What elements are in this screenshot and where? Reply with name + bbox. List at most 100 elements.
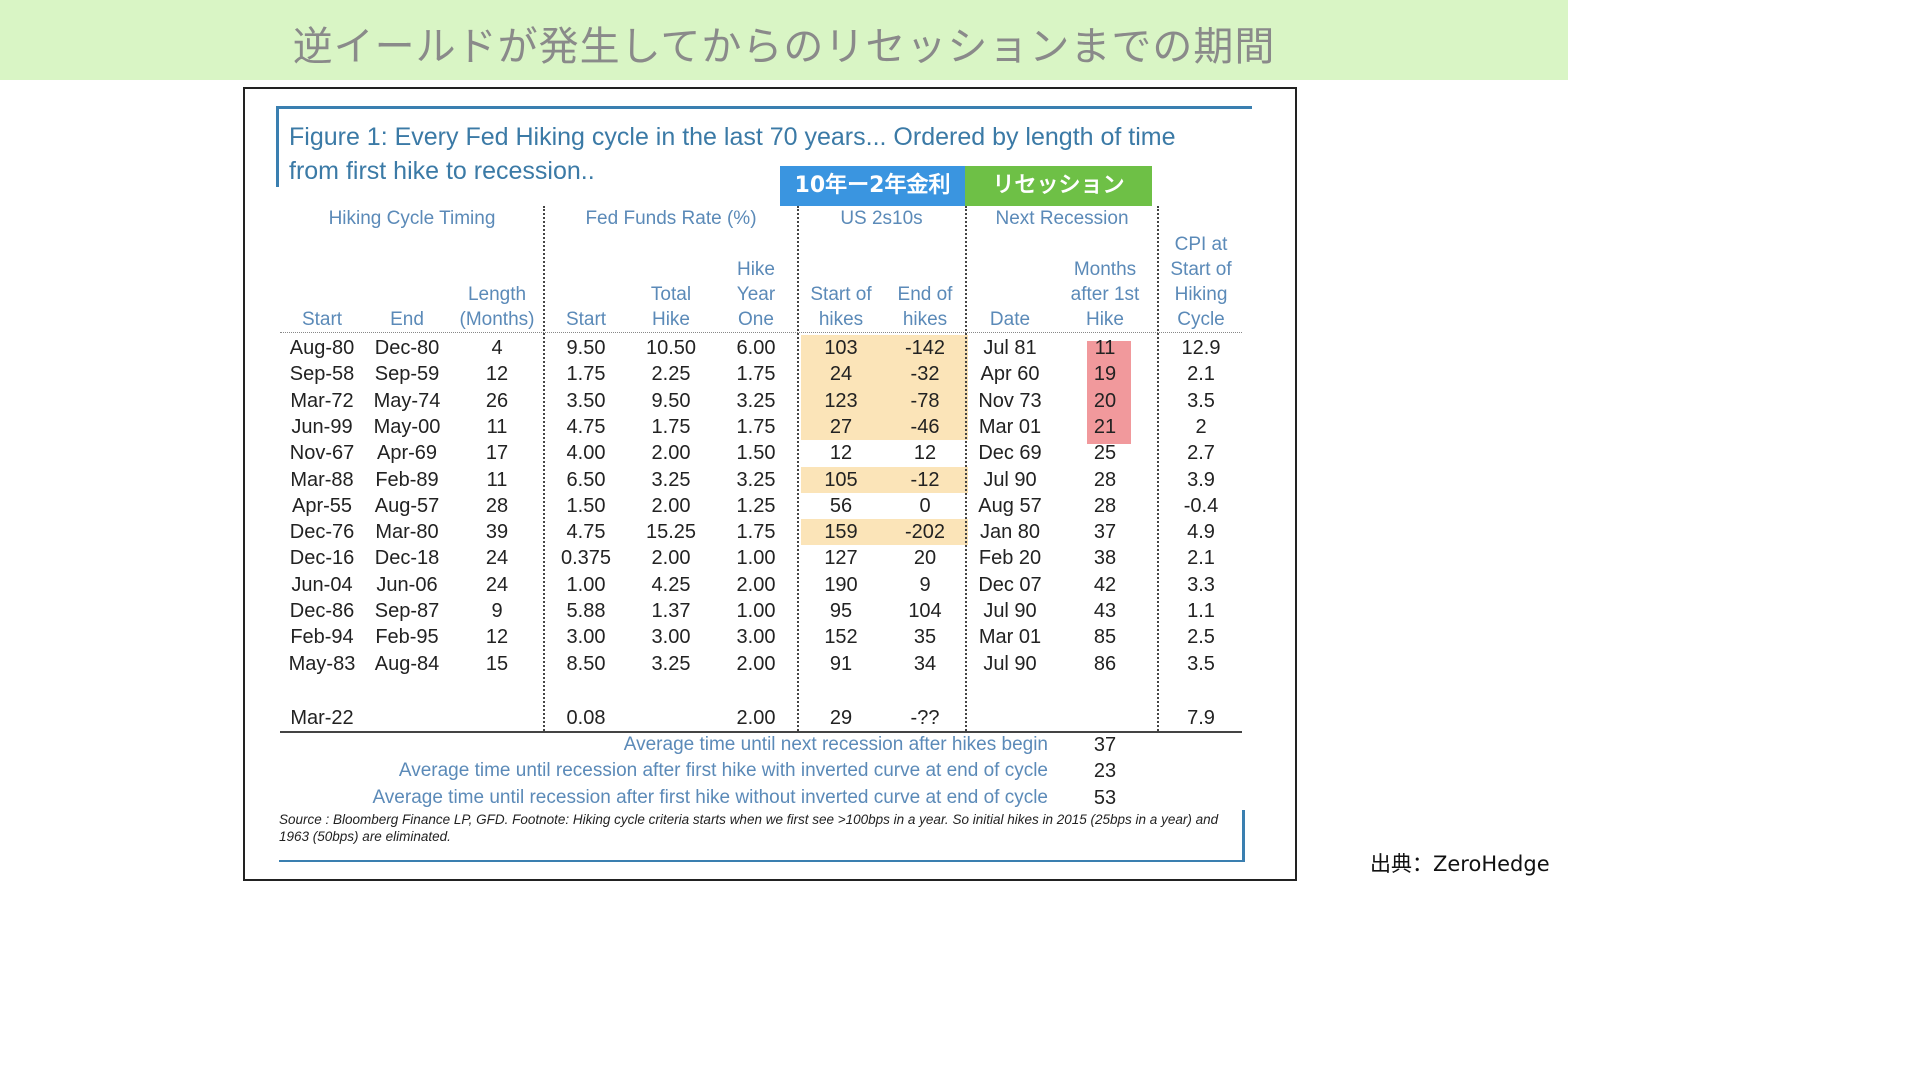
average-value-3: 53	[1093, 787, 1117, 809]
table-row-4-cpi: 2	[1195, 415, 1207, 438]
table-row-10-start-of-hikes: 190	[824, 573, 858, 596]
table-row-4-end: May-00	[373, 415, 441, 438]
table-row-1-total-hike: 10.50	[645, 337, 697, 359]
title-banner: 逆イールドが発生してからのリセッションまでの期間	[0, 0, 1568, 80]
table-row-11-end-of-hikes: 104	[908, 600, 942, 622]
highlight-inverted-row-8	[801, 519, 968, 546]
table-row-8-length: 39	[485, 521, 509, 544]
table-row-5-end: Apr-69	[376, 442, 438, 465]
col-header-start: Start	[301, 309, 343, 330]
table-row-3-ffr-start: 3.50	[566, 389, 606, 412]
table-row-7-hike-year-one: 1.25	[736, 494, 776, 517]
table-row-11-length: 9	[491, 600, 503, 622]
table-row-10-cpi: 3.3	[1187, 573, 1215, 596]
divider-ffr	[543, 206, 545, 731]
table-row-1-start: Aug-80	[289, 337, 355, 359]
table-row-11-end: Sep-87	[374, 600, 440, 622]
col-header-hike-year-one: Hike Year One	[736, 259, 776, 330]
figure-frame	[243, 87, 1297, 881]
table-row-11-months-after-hike: 43	[1093, 600, 1117, 622]
table-row-7-end-of-hikes: 0	[919, 494, 931, 517]
table-row-4-length: 11	[486, 415, 508, 438]
table-row-2-start-of-hikes: 24	[829, 363, 853, 386]
table-row-3-total-hike: 9.50	[651, 389, 691, 412]
table-row-6-months-after-hike: 28	[1093, 468, 1117, 491]
table-row-1-start-of-hikes: 103	[824, 337, 858, 359]
table-row-11-cpi: 1.1	[1187, 600, 1215, 622]
table-row-6-ffr-start: 6.50	[566, 468, 606, 491]
figure-left-rule	[276, 109, 279, 187]
table-row-2-end-of-hikes: -32	[910, 363, 940, 386]
table-row-1-ffr-start: 9.50	[566, 337, 606, 359]
table-row-6-recession-date: Jul 90	[983, 468, 1037, 491]
table-row-9-ffr-start: 0.375	[560, 547, 612, 570]
table-row-8-start-of-hikes: 159	[824, 521, 858, 544]
table-row-9-start-of-hikes: 127	[824, 547, 858, 570]
table-row-1-cpi: 12.9	[1181, 337, 1221, 359]
table-row-12-cpi: 2.5	[1187, 626, 1215, 649]
col-header-months-after-hike: Months after 1st Hike	[1070, 259, 1140, 330]
table-row-7-start: Apr-55	[291, 494, 353, 517]
table-row-3-months-after-hike: 20	[1093, 389, 1117, 412]
figure-title: Figure 1: Every Fed Hiking cycle in the …	[289, 120, 1249, 188]
table-row-5-months-after-hike: 25	[1093, 442, 1117, 465]
page-title: 逆イールドが発生してからのリセッションまでの期間	[292, 24, 1276, 70]
table-row-5-hike-year-one: 1.50	[736, 442, 776, 465]
table-row-6-start-of-hikes: 105	[824, 468, 858, 491]
table-row-8-end: Mar-80	[375, 521, 439, 544]
table-row-4-total-hike: 1.75	[651, 415, 691, 438]
table-row-10-start: Jun-04	[291, 573, 353, 596]
average-value-2: 23	[1093, 760, 1117, 782]
table-row-11-start: Dec-86	[289, 600, 355, 622]
average-value-1: 37	[1093, 734, 1117, 756]
table-row-9-end-of-hikes: 20	[913, 547, 937, 570]
table-row-2-start: Sep-58	[289, 363, 355, 386]
table-row-12-recession-date: Mar 01	[978, 626, 1042, 649]
table-row-7-cpi: -0.4	[1183, 494, 1219, 517]
table-row-10-ffr-start: 1.00	[566, 573, 606, 596]
table-row-2-ffr-start: 1.75	[566, 363, 606, 386]
table-row-1-length: 4	[491, 337, 503, 359]
table-row-13-hike-year-one: 2.00	[736, 652, 776, 675]
table-row-3-hike-year-one: 3.25	[736, 389, 776, 412]
table-row-11-total-hike: 1.37	[651, 600, 691, 622]
table-row-9-recession-date: Feb 20	[978, 547, 1042, 570]
table-row-13-ffr-start: 8.50	[566, 652, 606, 675]
table-row-6-end: Feb-89	[375, 468, 439, 491]
table-row-current-months-after-hike	[1063, 705, 1147, 731]
table-row-current-start: Mar-22	[290, 707, 354, 729]
table-bottom-rule	[280, 731, 1242, 733]
divider-cpi	[1157, 206, 1159, 731]
source-credit: 出典：ZeroHedge	[1370, 852, 1550, 876]
table-row-11-ffr-start: 5.88	[566, 600, 606, 622]
table-row-9-start: Dec-16	[289, 547, 355, 570]
table-row-2-end: Sep-59	[374, 363, 440, 386]
table-row-5-length: 17	[485, 442, 509, 465]
table-row-6-cpi: 3.9	[1187, 468, 1215, 491]
table-row-13-recession-date: Jul 90	[983, 652, 1037, 675]
table-row-8-recession-date: Jan 80	[979, 521, 1041, 544]
average-label-1: Average time until next recession after …	[623, 734, 1048, 755]
group-header-2s10s: US 2s10s	[840, 208, 923, 229]
table-row-current-end	[365, 705, 449, 731]
table-row-13-total-hike: 3.25	[651, 652, 691, 675]
highlight-shortest-months	[1087, 341, 1131, 445]
col-header-end: End	[390, 309, 424, 330]
table-row-12-length: 12	[485, 626, 509, 649]
col-header-end-of-hikes: End of hikes	[897, 284, 953, 330]
col-header-length: Length (Months)	[459, 284, 535, 330]
table-row-current-end-of-hikes: -??	[910, 707, 940, 729]
highlight-inverted-row-6	[801, 466, 968, 493]
table-row-3-start: Mar-72	[290, 389, 354, 412]
table-row-9-end: Dec-18	[374, 547, 440, 570]
table-row-8-hike-year-one: 1.75	[736, 521, 776, 544]
table-row-12-total-hike: 3.00	[651, 626, 691, 649]
table-row-1-months-after-hike: 11	[1094, 337, 1116, 359]
table-row-7-months-after-hike: 28	[1093, 494, 1117, 517]
tag-recession: リセッション	[965, 166, 1152, 206]
table-row-13-start-of-hikes: 91	[829, 652, 853, 675]
col-header-cpi: CPI at Start of Hiking Cycle	[1170, 234, 1232, 330]
table-row-2-cpi: 2.1	[1187, 363, 1215, 386]
table-row-current-length	[455, 705, 539, 731]
table-row-10-recession-date: Dec 07	[978, 573, 1042, 596]
